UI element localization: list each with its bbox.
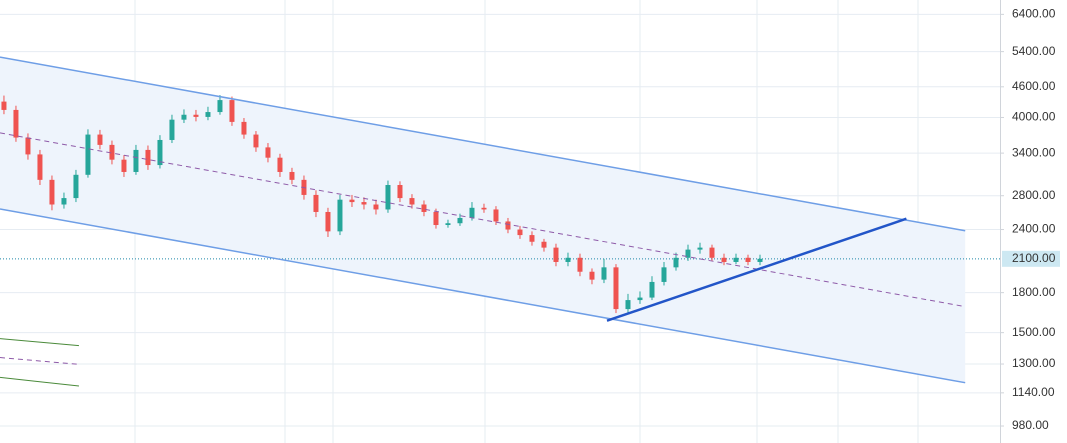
candle-body [733,257,739,262]
candle-body [757,258,763,262]
candle-body [697,247,703,250]
candle-body [97,134,103,145]
candle-body [397,185,403,199]
y-tick-label: 4600.00 [1012,79,1056,93]
candle-body [409,198,415,205]
candle-body [553,247,559,262]
y-tick-label: 980.00 [1012,418,1049,432]
candle-body [49,179,55,205]
trend-line [0,357,80,365]
candle-body [421,204,427,212]
candle-body [625,300,631,310]
candle-body [217,100,223,113]
candle-body [469,207,475,218]
candle-body [541,241,547,248]
candle-body [193,114,199,117]
last-price-box [1002,250,1060,267]
candle-body [337,199,343,232]
candle-body [589,271,595,280]
trend-line [0,376,80,387]
candle-body [121,159,127,172]
candle-body [493,209,499,222]
y-tick-label: 3400.00 [1012,145,1056,159]
candle-body [325,211,331,232]
candle-body [169,119,175,140]
y-tick-label: 4000.00 [1012,110,1056,124]
candle-body [721,257,727,262]
candle-body [481,207,487,210]
candle-body [253,134,259,148]
last-price-label: 2100.00 [1012,251,1056,265]
candle-body [13,109,19,138]
candle-body [229,100,235,122]
candle-body [73,174,79,199]
candle-body [265,147,271,158]
trend-line [606,217,907,322]
trend-line [0,56,966,232]
candle-body [577,257,583,272]
candle-body [289,171,295,180]
candle-body [433,211,439,226]
candle-body [349,199,355,203]
candle-body [505,221,511,230]
candle-body [361,202,367,205]
y-tick-label: 2400.00 [1012,222,1056,236]
candle-body [613,267,619,310]
candle-body [25,137,31,155]
candle-body [565,257,571,262]
candle-body [709,247,715,258]
y-tick-label: 2800.00 [1012,188,1056,202]
candle-body [157,139,163,166]
candle-body [61,198,67,205]
candle-body [313,194,319,212]
candle-body [133,149,139,172]
trend-line [0,132,966,308]
candle-body [457,217,463,224]
y-tick-label: 6400.00 [1012,7,1056,21]
candle-body [109,144,115,160]
candle-body [85,134,91,175]
candle-body [181,114,187,120]
y-tick-label: 1500.00 [1012,325,1056,339]
candle-body [601,267,607,280]
candle-body [205,112,211,117]
candle-body [1,101,7,110]
candle-body [373,204,379,210]
candle-body [145,149,151,166]
y-tick-label: 1300.00 [1012,356,1056,370]
candle-body [277,157,283,172]
candle-body [637,297,643,301]
candle-body [241,121,247,135]
trend-line [0,208,966,384]
candle-body [385,185,391,210]
candle-body [673,257,679,268]
candle-body [529,235,535,242]
candle-body [745,257,751,262]
candle-body [517,229,523,236]
candle-body [445,223,451,226]
candle-body [685,249,691,258]
candle-body [649,281,655,298]
y-tick-label: 1800.00 [1012,285,1056,299]
y-tick-label: 1140.00 [1012,385,1055,399]
candle-body [661,267,667,282]
candle-body [37,154,43,180]
trend-line [0,338,80,347]
y-tick-label: 5400.00 [1012,44,1056,58]
